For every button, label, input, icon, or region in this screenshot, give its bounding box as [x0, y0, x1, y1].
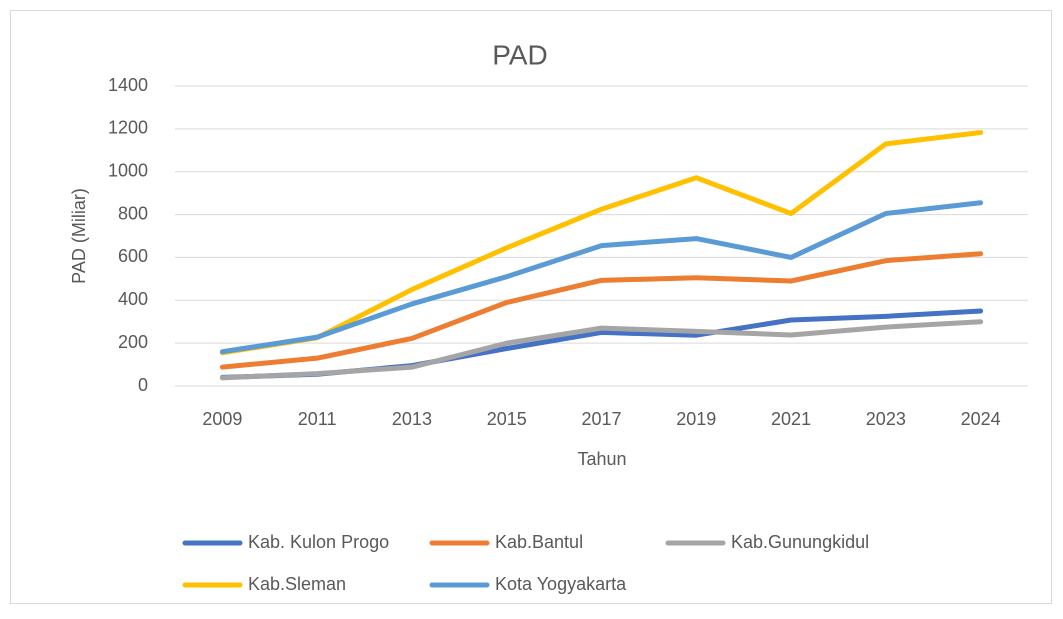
x-tick-label: 2021	[771, 409, 811, 429]
legend-label: Kab.Gunungkidul	[731, 532, 869, 552]
x-tick-label: 2023	[866, 409, 906, 429]
x-axis-title: Tahun	[577, 449, 626, 469]
y-tick-label: 1000	[108, 160, 148, 180]
y-tick-label: 1200	[108, 118, 148, 138]
x-tick-label: 2017	[581, 409, 621, 429]
line-series	[219, 130, 984, 356]
legend-label: Kab.Sleman	[248, 574, 346, 594]
y-tick-label: 200	[118, 332, 148, 352]
x-tick-label: 2011	[298, 409, 337, 429]
x-tick-label: 2013	[392, 409, 432, 429]
y-axis-title: PAD (Miliar)	[69, 188, 89, 284]
legend-label: Kota Yogyakarta	[495, 574, 627, 594]
x-tick-label: 2015	[487, 409, 527, 429]
y-tick-label: 400	[118, 289, 148, 309]
x-tick-label: 2024	[961, 409, 1001, 429]
y-tick-label: 600	[118, 246, 148, 266]
x-tick-label: 2009	[202, 409, 242, 429]
legend-label: Kab. Kulon Progo	[248, 532, 389, 552]
legend-label: Kab.Bantul	[495, 532, 583, 552]
line-series	[219, 251, 984, 370]
chart-title: PAD	[492, 39, 548, 70]
chart-border	[10, 10, 1052, 604]
y-tick-label: 1400	[108, 75, 148, 95]
y-tick-label: 0	[138, 375, 148, 395]
x-tick-label: 2019	[676, 409, 716, 429]
line-series	[219, 319, 984, 381]
line-series	[219, 200, 984, 355]
y-tick-label: 800	[118, 203, 148, 223]
